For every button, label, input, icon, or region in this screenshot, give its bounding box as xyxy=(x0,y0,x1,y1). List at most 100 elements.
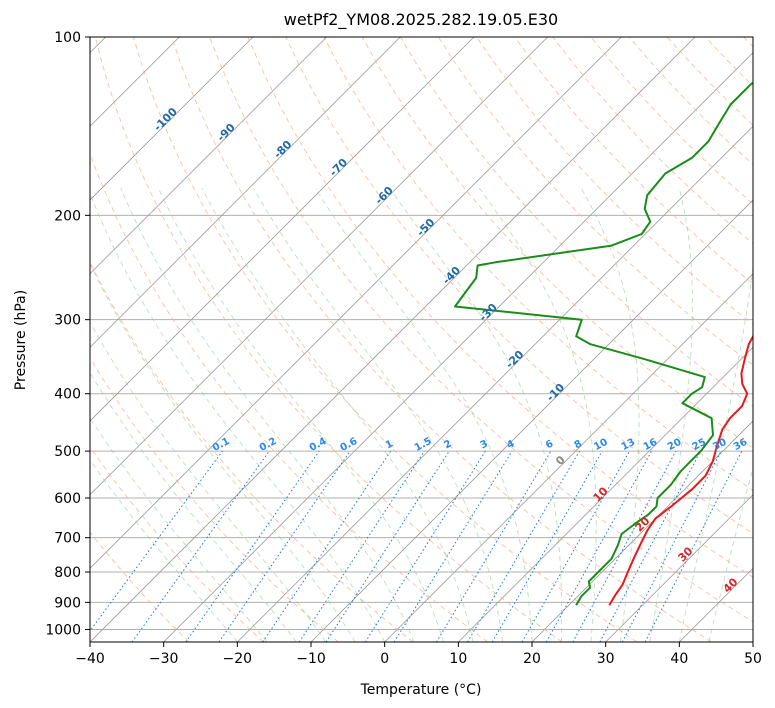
mixing-ratio-line xyxy=(521,450,630,642)
x-tick-label: 50 xyxy=(744,651,762,667)
isotherm-line xyxy=(310,199,753,642)
mixing-ratio-label: 4 xyxy=(505,438,516,451)
dewpoint-profile-line xyxy=(454,81,753,606)
y-tick-label: 600 xyxy=(54,491,81,507)
isotherm-line xyxy=(458,346,753,642)
mixing-ratio-line xyxy=(218,450,351,642)
moist-adiabat-line xyxy=(90,192,386,642)
dry-adiabat-line xyxy=(361,37,753,449)
dry-adiabat-line xyxy=(171,37,712,642)
mixing-ratio-label: 13 xyxy=(620,437,637,453)
mixing-ratio-line xyxy=(393,450,513,642)
isotherm-line xyxy=(90,37,696,642)
dry-adiabat-line xyxy=(90,356,339,642)
dry-adiabat-line xyxy=(743,37,753,48)
isotherm-label: -10 xyxy=(544,381,567,404)
x-tick-label: −30 xyxy=(149,651,179,667)
x-axis-label: Temperature (°C) xyxy=(360,682,482,698)
dry-adiabat-line xyxy=(209,37,753,623)
x-tick-label: −40 xyxy=(75,651,105,667)
y-tick-label: 300 xyxy=(54,313,81,329)
x-tick-label: 0 xyxy=(380,651,389,667)
dry-adiabat-line xyxy=(438,37,753,366)
mixing-ratio-line xyxy=(644,450,743,642)
moist-adiabat-label: 30 xyxy=(676,544,696,564)
isotherm-line xyxy=(237,125,753,642)
mixing-ratio-line xyxy=(131,450,270,642)
y-tick-label: 700 xyxy=(54,531,81,547)
mixing-ratio-label: 25 xyxy=(691,437,708,453)
x-tick-label: 20 xyxy=(523,651,541,667)
y-tick-label: 800 xyxy=(54,565,81,581)
moist-adiabat-line xyxy=(389,187,563,642)
mixing-ratio-line xyxy=(467,450,580,642)
dry-adiabat-line xyxy=(247,37,753,578)
moist-adiabat-line xyxy=(90,321,327,642)
isotherm-label: -30 xyxy=(477,301,500,324)
dry-adiabat-line xyxy=(132,37,638,642)
dry-adiabat-line xyxy=(90,446,264,642)
y-tick-label: 400 xyxy=(54,387,81,403)
mixing-ratio-label: 1 xyxy=(384,438,395,451)
mixing-ratio-line xyxy=(364,450,486,642)
moist-adiabat-label: 40 xyxy=(721,575,741,595)
moist-adiabat-line xyxy=(678,264,753,642)
mixing-ratio-line xyxy=(491,450,603,642)
moist-adiabat-line xyxy=(253,187,503,642)
mixing-ratio-line xyxy=(572,450,677,642)
dry-adiabat-line xyxy=(94,37,563,642)
isotherm-line xyxy=(90,37,475,422)
moist-adiabat-line xyxy=(90,262,356,642)
isotherm-label: -40 xyxy=(440,264,463,287)
moist-adiabat-line xyxy=(90,459,238,642)
mixing-ratio-line xyxy=(90,450,223,632)
mixing-ratio-label: 30 xyxy=(711,437,728,453)
moist-adiabat-line xyxy=(201,187,474,642)
mixing-ratio-label: 3 xyxy=(479,438,490,451)
isotherm-label: -80 xyxy=(271,138,294,161)
y-tick-label: 500 xyxy=(54,444,81,460)
x-tick-label: 40 xyxy=(670,651,688,667)
chart-title: wetPf2_YM08.2025.282.19.05.E30 xyxy=(284,10,558,30)
mixing-ratio-label: 10 xyxy=(592,437,609,453)
mixing-ratio-line xyxy=(262,450,392,642)
mixing-ratio-line xyxy=(435,450,552,642)
moist-adiabat-line xyxy=(157,188,445,642)
mixing-ratio-line xyxy=(185,450,320,642)
isotherm-label: -60 xyxy=(373,184,396,207)
isotherm-label: -100 xyxy=(151,105,180,134)
dry-adiabat-line xyxy=(90,531,190,642)
moist-adiabat-line xyxy=(479,187,597,642)
isotherm-label: -90 xyxy=(215,121,238,144)
temperature-profile-line xyxy=(608,334,753,606)
moist-adiabat-line xyxy=(90,371,297,642)
y-tick-label: 900 xyxy=(54,595,81,611)
x-tick-label: 30 xyxy=(597,651,615,667)
y-tick-label: 1000 xyxy=(45,622,81,638)
isotherm-line xyxy=(531,420,753,642)
isotherm-label: -50 xyxy=(414,216,437,239)
x-tick-label: −10 xyxy=(296,651,326,667)
isotherm-line xyxy=(90,37,622,569)
y-tick-label: 200 xyxy=(54,208,81,224)
isotherm-line xyxy=(752,641,753,642)
moist-adiabat-line xyxy=(314,187,533,642)
isotherm-line xyxy=(679,567,753,642)
mixing-ratio-line xyxy=(545,450,653,642)
mixing-ratio-line xyxy=(325,450,450,642)
dry-adiabat-line xyxy=(90,152,488,642)
dry-adiabat-line xyxy=(514,37,753,285)
plot-frame xyxy=(89,36,754,643)
mixing-ratio-label: 2 xyxy=(442,438,453,451)
y-tick-label: 100 xyxy=(54,30,81,46)
moist-adiabat-label: 10 xyxy=(591,484,611,504)
isotherm-line xyxy=(90,37,401,348)
y-axis-label: Pressure (hPa) xyxy=(13,290,29,390)
moist-adiabat-line xyxy=(580,187,640,642)
isotherm-line xyxy=(90,37,327,275)
moist-adiabat-label: 20 xyxy=(633,514,653,534)
isotherm-line xyxy=(90,37,548,496)
x-tick-label: −20 xyxy=(223,651,253,667)
moist-adiabat-line xyxy=(708,465,753,642)
dry-adiabat-line xyxy=(399,37,753,407)
